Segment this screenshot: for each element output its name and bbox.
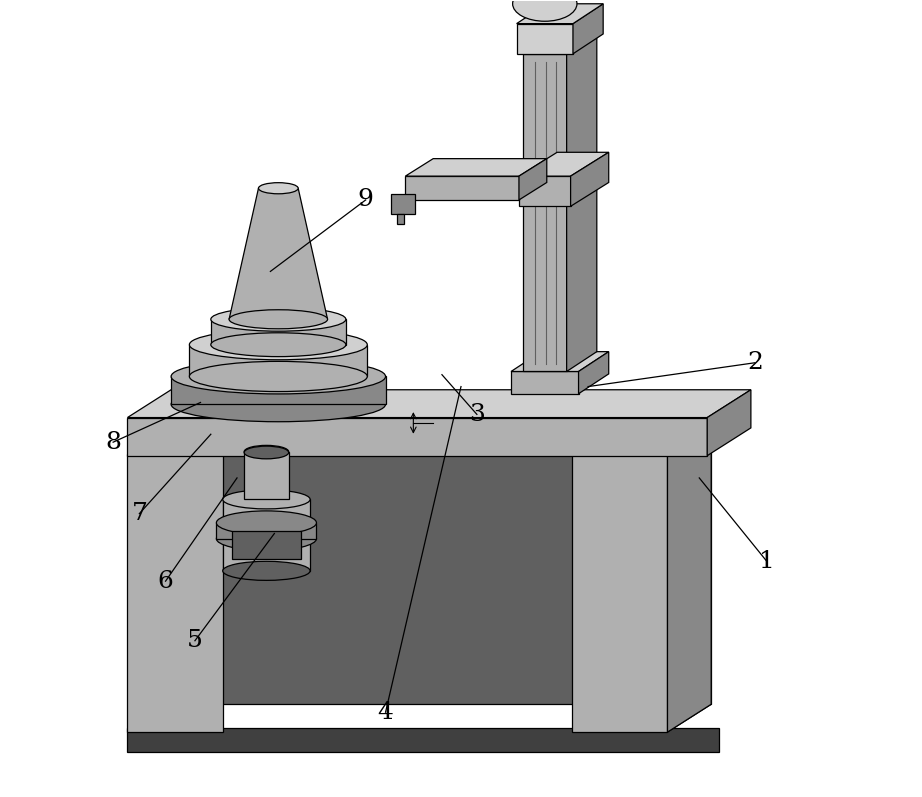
Polygon shape — [519, 152, 609, 176]
Polygon shape — [578, 351, 609, 394]
Text: 9: 9 — [358, 188, 373, 211]
Polygon shape — [567, 34, 597, 371]
Ellipse shape — [223, 561, 310, 580]
Polygon shape — [223, 500, 310, 571]
Polygon shape — [127, 728, 719, 752]
Polygon shape — [668, 426, 711, 732]
Polygon shape — [211, 320, 346, 344]
Polygon shape — [620, 426, 699, 701]
Ellipse shape — [258, 183, 298, 194]
Polygon shape — [519, 159, 547, 200]
Polygon shape — [573, 4, 603, 54]
Ellipse shape — [211, 333, 346, 356]
Polygon shape — [127, 390, 751, 418]
Polygon shape — [516, 4, 603, 24]
Ellipse shape — [229, 310, 327, 329]
Ellipse shape — [171, 387, 385, 422]
Ellipse shape — [189, 361, 367, 391]
Text: 5: 5 — [187, 630, 203, 652]
Ellipse shape — [244, 446, 289, 459]
Polygon shape — [516, 24, 573, 54]
Polygon shape — [189, 344, 367, 376]
Text: 3: 3 — [469, 403, 485, 426]
Polygon shape — [127, 454, 223, 732]
Text: 2: 2 — [747, 351, 762, 375]
Polygon shape — [171, 426, 711, 705]
Polygon shape — [523, 54, 567, 371]
Ellipse shape — [171, 359, 385, 394]
Polygon shape — [229, 188, 327, 320]
Ellipse shape — [217, 527, 316, 551]
Polygon shape — [573, 454, 668, 732]
Ellipse shape — [217, 511, 316, 535]
Ellipse shape — [189, 330, 367, 359]
Ellipse shape — [223, 490, 310, 509]
Polygon shape — [217, 523, 316, 539]
Ellipse shape — [211, 308, 346, 332]
Polygon shape — [244, 452, 289, 500]
Polygon shape — [511, 371, 578, 394]
Text: 8: 8 — [105, 430, 121, 453]
Text: 4: 4 — [378, 701, 394, 724]
Polygon shape — [232, 531, 301, 559]
Polygon shape — [668, 426, 711, 732]
Polygon shape — [707, 390, 751, 456]
Polygon shape — [571, 152, 609, 206]
Polygon shape — [511, 351, 609, 371]
Text: 7: 7 — [132, 502, 148, 525]
Polygon shape — [519, 176, 571, 206]
Polygon shape — [171, 376, 385, 404]
Polygon shape — [406, 159, 547, 176]
Text: 1: 1 — [759, 550, 774, 573]
Polygon shape — [406, 176, 519, 200]
Ellipse shape — [513, 0, 577, 22]
Polygon shape — [127, 418, 707, 456]
Polygon shape — [391, 194, 415, 214]
Text: 6: 6 — [158, 570, 173, 593]
Polygon shape — [397, 214, 404, 224]
Ellipse shape — [244, 446, 289, 458]
